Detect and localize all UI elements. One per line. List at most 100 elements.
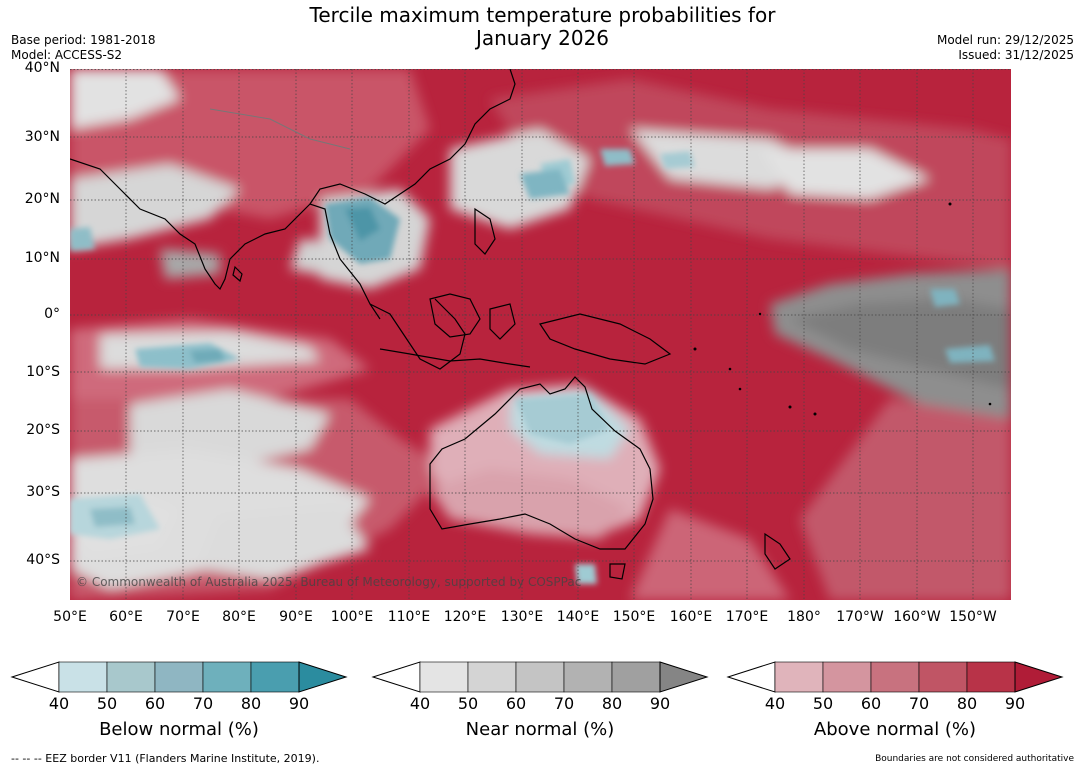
coastline-south-asia bbox=[70, 158, 381, 320]
colorbar-near-arrow-left bbox=[371, 661, 421, 693]
lon-label-130e: 130°E bbox=[500, 609, 544, 625]
colorbar-near-arrow-right bbox=[659, 661, 709, 693]
colorbar-near-swatch-40-50 bbox=[419, 661, 469, 693]
model-label: Model: ACCESS-S2 bbox=[11, 48, 123, 62]
coastline-australia bbox=[429, 376, 654, 550]
colorbar-near-swatch-50-60 bbox=[467, 661, 517, 693]
eez-border-note: -- -- -- EEZ border V11 (Flanders Marine… bbox=[11, 752, 320, 765]
lat-label-20n: 20°N bbox=[24, 191, 60, 207]
cb-near-tick-60: 60 bbox=[505, 694, 527, 713]
colorbar-above-normal bbox=[726, 661, 1064, 693]
below-normal-patches bbox=[70, 149, 995, 584]
lon-label-70e: 70°E bbox=[166, 609, 200, 625]
cb-above-tick-90: 90 bbox=[1004, 694, 1026, 713]
cb-above-tick-40: 40 bbox=[764, 694, 786, 713]
cb-below-tick-80: 80 bbox=[240, 694, 262, 713]
cb-near-tick-90: 90 bbox=[649, 694, 671, 713]
colorbar-above-swatch-50-60 bbox=[822, 661, 872, 693]
colorbar-above-swatch-60-70 bbox=[870, 661, 920, 693]
cb-below-tick-40: 40 bbox=[48, 694, 70, 713]
lon-label-90e: 90°E bbox=[279, 609, 313, 625]
cb-below-tick-60: 60 bbox=[144, 694, 166, 713]
cb-near-tick-40: 40 bbox=[409, 694, 431, 713]
colorbar-below-swatch-60-70 bbox=[154, 661, 204, 693]
lon-label-170w: 170°W bbox=[836, 609, 884, 625]
lon-label-160e: 160°E bbox=[669, 609, 713, 625]
colorbar-above-arrow-right bbox=[1014, 661, 1064, 693]
title-line-2: January 2026 bbox=[475, 26, 610, 50]
lon-label-50e: 50°E bbox=[53, 609, 87, 625]
coastline-china bbox=[309, 69, 516, 205]
issued-label: Issued: 31/12/2025 bbox=[958, 48, 1074, 62]
boundaries-disclaimer: Boundaries are not considered authoritat… bbox=[875, 754, 1074, 764]
cb-above-tick-70: 70 bbox=[908, 694, 930, 713]
colorbars bbox=[10, 661, 1064, 693]
lat-label-30n: 30°N bbox=[24, 129, 60, 145]
cb-above-tick-50: 50 bbox=[812, 694, 834, 713]
lon-label-110e: 110°E bbox=[387, 609, 431, 625]
meta-right: Model run: 29/12/2025 Issued: 31/12/2025 bbox=[937, 33, 1074, 63]
colorbar-above-swatch-40-50 bbox=[774, 661, 824, 693]
lon-label-180: 180° bbox=[787, 609, 821, 625]
coastline-sri-lanka bbox=[232, 265, 243, 283]
lon-label-80e: 80°E bbox=[222, 609, 256, 625]
cb-above-tick-60: 60 bbox=[860, 694, 882, 713]
coastline-new-zealand bbox=[764, 532, 791, 570]
meta-left: Base period: 1981-2018 Model: ACCESS-S2 bbox=[11, 33, 156, 63]
probability-field bbox=[70, 69, 1011, 600]
colorbar-below-normal bbox=[10, 661, 348, 693]
colorbar-near-normal bbox=[371, 661, 709, 693]
colorbar-above-arrow-left bbox=[726, 661, 776, 693]
colorbar-below-swatch-40-50 bbox=[58, 661, 108, 693]
lat-label-10n: 10°N bbox=[24, 250, 60, 266]
lon-label-60e: 60°E bbox=[109, 609, 143, 625]
colorbar-above-swatch-80-90 bbox=[966, 661, 1016, 693]
cb-near-tick-80: 80 bbox=[601, 694, 623, 713]
cb-below-tick-70: 70 bbox=[192, 694, 214, 713]
lon-label-150w: 150°W bbox=[949, 609, 997, 625]
coastline-new-guinea bbox=[539, 313, 672, 365]
model-run-label: Model run: 29/12/2025 bbox=[936, 33, 1074, 47]
base-period-label: Base period: 1981-2018 bbox=[11, 33, 156, 47]
cb-below-tick-90: 90 bbox=[288, 694, 310, 713]
cb-near-tick-50: 50 bbox=[457, 694, 479, 713]
lat-label-40n: 40°N bbox=[24, 60, 60, 76]
lon-label-140e: 140°E bbox=[556, 609, 600, 625]
coastlines bbox=[70, 69, 791, 580]
cb-above-tick-80: 80 bbox=[956, 694, 978, 713]
coastline-borneo bbox=[429, 293, 481, 338]
lon-label-100e: 100°E bbox=[330, 609, 374, 625]
graticule bbox=[70, 69, 1011, 600]
title-line-1: Tercile maximum temperature probabilitie… bbox=[309, 3, 776, 27]
border-himalaya bbox=[209, 108, 351, 150]
lon-label-120e: 120°E bbox=[443, 609, 487, 625]
colorbar-near-swatch-80-90 bbox=[611, 661, 661, 693]
pacific-islands bbox=[693, 202, 992, 416]
map-title: Tercile maximum temperature probabilitie… bbox=[0, 4, 1085, 50]
coastline-tasmania bbox=[609, 563, 626, 580]
lon-label-160w: 160°W bbox=[893, 609, 941, 625]
lat-label-10s: 10°S bbox=[26, 364, 60, 380]
lon-label-150e: 150°E bbox=[612, 609, 656, 625]
colorbar-above-title: Above normal (%) bbox=[813, 719, 977, 740]
cb-near-tick-70: 70 bbox=[553, 694, 575, 713]
colorbar-above-swatch-70-80 bbox=[918, 661, 968, 693]
coastline-sumatra bbox=[369, 298, 466, 370]
colorbar-below-swatch-80-90 bbox=[250, 661, 300, 693]
cb-below-tick-50: 50 bbox=[96, 694, 118, 713]
colorbar-below-arrow-right bbox=[298, 661, 348, 693]
coastline-sulawesi bbox=[489, 303, 516, 340]
colorbar-below-swatch-50-60 bbox=[106, 661, 156, 693]
colorbar-near-title: Near normal (%) bbox=[465, 719, 615, 740]
copyright-label: © Commonwealth of Australia 2025, Bureau… bbox=[76, 575, 581, 589]
coastline-philippines bbox=[474, 207, 496, 255]
lat-label-0: 0° bbox=[44, 306, 60, 322]
probability-map[interactable]: © Commonwealth of Australia 2025, Bureau… bbox=[70, 69, 1011, 600]
lat-label-20s: 20°S bbox=[26, 422, 60, 438]
colorbar-below-title: Below normal (%) bbox=[99, 719, 259, 740]
coastline-java bbox=[379, 348, 531, 368]
colorbar-near-swatch-60-70 bbox=[515, 661, 565, 693]
lat-label-30s: 30°S bbox=[26, 484, 60, 500]
lon-label-170e: 170°E bbox=[725, 609, 769, 625]
colorbar-below-swatch-70-80 bbox=[202, 661, 252, 693]
